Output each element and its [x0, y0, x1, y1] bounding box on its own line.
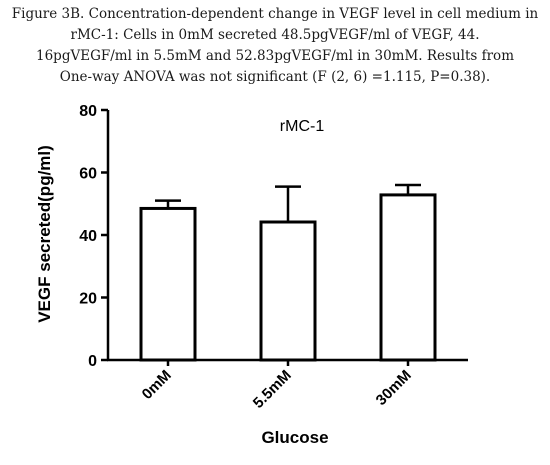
x-axis-label: Glucose — [261, 428, 328, 447]
caption-line-1: Figure 3B. Concentration-dependent chang… — [11, 6, 539, 22]
y-tick-label-0: 0 — [88, 353, 97, 370]
x-tick-label-2: 30mM — [373, 367, 415, 409]
y-tick-label-4: 80 — [79, 103, 97, 120]
caption-line-3: 16pgVEGF/ml in 5.5mM and 52.83pgVEGF/ml … — [36, 48, 514, 64]
bar-0 — [139, 206, 197, 362]
figure-caption: Figure 3B. Concentration-dependent chang… — [0, 4, 550, 88]
y-tick-label-1: 20 — [79, 291, 97, 308]
caption-line-2: rMC-1: Cells in 0mM secreted 48.5pgVEGF/… — [70, 27, 480, 43]
y-tick-label-3: 60 — [79, 166, 97, 183]
x-tick-label-1: 5.5mM — [250, 367, 295, 412]
y-axis-label: VEGF secreted(pg/ml) — [35, 145, 54, 323]
chart-title: rMC-1 — [280, 118, 325, 135]
bar-1 — [259, 220, 317, 362]
plot-area: 0mM 5.5mM 30mM 0 20 40 60 80 — [79, 103, 468, 412]
y-tick-label-2: 40 — [79, 228, 97, 245]
caption-line-4: One-way ANOVA was not significant (F (2,… — [59, 69, 491, 85]
x-tick-label-0: 0mM — [139, 367, 175, 403]
bar-2 — [379, 193, 437, 362]
